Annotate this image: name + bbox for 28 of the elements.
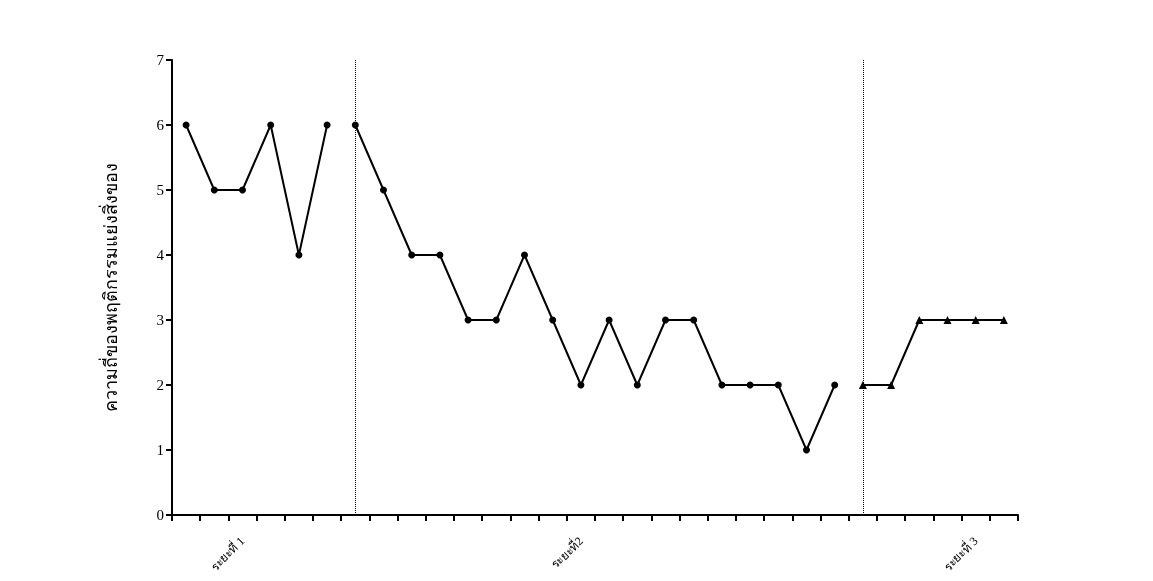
point [774, 381, 782, 389]
y-tick-label: 1 [156, 442, 164, 458]
y-tick-label: 4 [156, 247, 165, 263]
point [943, 316, 952, 324]
point [267, 121, 275, 129]
point [803, 446, 810, 454]
y-tick-label: 2 [156, 377, 164, 393]
point [492, 316, 500, 324]
point [887, 381, 896, 389]
point [380, 186, 387, 194]
point [915, 316, 924, 324]
point [521, 251, 528, 259]
point [408, 251, 416, 259]
point [831, 381, 839, 389]
point [999, 316, 1008, 324]
point [662, 316, 669, 324]
point [239, 186, 246, 194]
y-tick-label: 7 [156, 52, 165, 68]
point [971, 316, 980, 324]
y-tick-label: 3 [156, 312, 164, 328]
y-tick-label: 0 [156, 507, 164, 523]
point [549, 316, 557, 324]
y-tick-label: 5 [156, 182, 164, 198]
point [633, 381, 641, 389]
point [690, 316, 698, 324]
point [210, 186, 218, 194]
y-axis-title: ความถี่ของพฤติกรรมแย่งสิ่งของ [98, 163, 121, 412]
y-tick-label: 6 [156, 117, 165, 133]
